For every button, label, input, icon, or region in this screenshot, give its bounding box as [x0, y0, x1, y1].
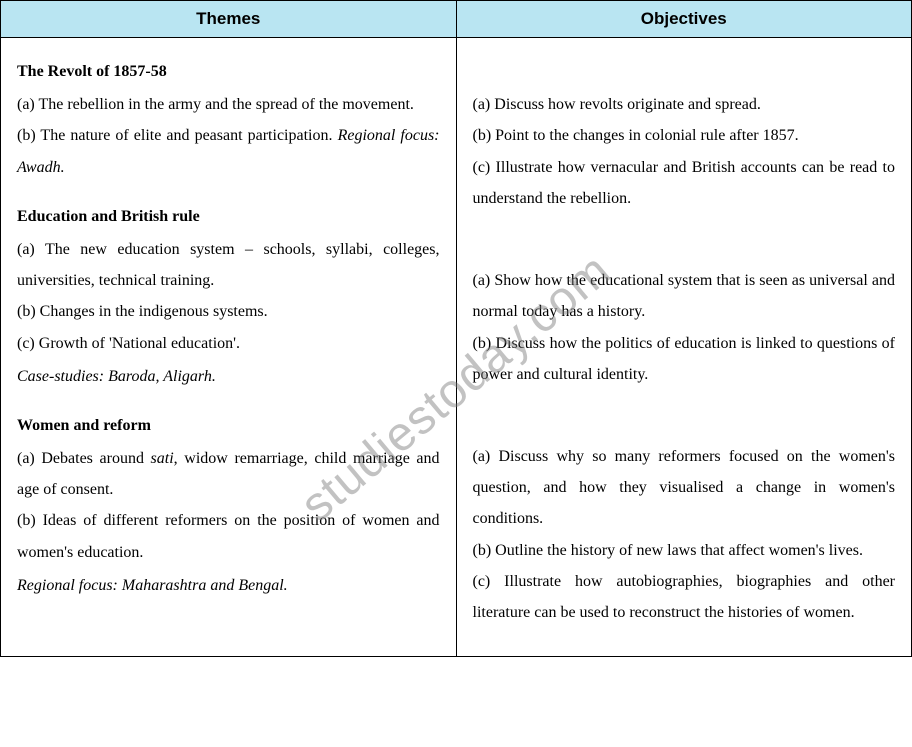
revolt-obj-b: (b) Point to the changes in colonial rul… [473, 120, 896, 151]
education-theme-a: (a) The new education system – schools, … [17, 234, 440, 296]
women-obj-c: (c) Illustrate how autobiographies, biog… [473, 566, 896, 628]
themes-cell: The Revolt of 1857-58 (a) The rebellion … [1, 38, 457, 657]
women-theme-a-italic: sati [151, 450, 174, 467]
women-obj-spacer [473, 408, 896, 439]
revolt-obj-spacer [473, 56, 896, 87]
education-title: Education and British rule [17, 201, 440, 232]
revolt-obj-a: (a) Discuss how revolts originate and sp… [473, 89, 896, 120]
education-obj-b: (b) Discuss how the politics of educatio… [473, 328, 896, 390]
women-obj-a: (a) Discuss why so many reformers focuse… [473, 441, 896, 535]
education-theme-c: (c) Growth of 'National education'. [17, 328, 440, 359]
revolt-obj-c: (c) Illustrate how vernacular and Britis… [473, 152, 896, 214]
header-themes: Themes [1, 1, 457, 38]
section-revolt-objectives: (a) Discuss how revolts originate and sp… [473, 56, 896, 214]
women-theme-a: (a) Debates around sati, widow remarriag… [17, 443, 440, 505]
women-theme-a-pre: (a) Debates around [17, 450, 151, 467]
section-women-themes: Women and reform (a) Debates around sati… [17, 410, 440, 601]
women-title: Women and reform [17, 410, 440, 441]
objectives-cell: (a) Discuss how revolts originate and sp… [456, 38, 912, 657]
education-obj-spacer [473, 232, 896, 263]
syllabus-table: Themes Objectives The Revolt of 1857-58 … [0, 0, 912, 657]
revolt-theme-b-pre: (b) The nature of elite and peasant part… [17, 127, 338, 144]
education-theme-b: (b) Changes in the indigenous systems. [17, 296, 440, 327]
section-education-objectives: (a) Show how the educational system that… [473, 232, 896, 390]
revolt-theme-a: (a) The rebellion in the army and the sp… [17, 89, 440, 120]
header-objectives: Objectives [456, 1, 912, 38]
education-case-study: Case-studies: Baroda, Aligarh. [17, 361, 440, 392]
table-header-row: Themes Objectives [1, 1, 912, 38]
section-education-themes: Education and British rule (a) The new e… [17, 201, 440, 392]
women-case-study: Regional focus: Maharashtra and Bengal. [17, 570, 440, 601]
women-obj-b: (b) Outline the history of new laws that… [473, 535, 896, 566]
section-revolt-themes: The Revolt of 1857-58 (a) The rebellion … [17, 56, 440, 183]
revolt-title: The Revolt of 1857-58 [17, 56, 440, 87]
table-content-row: The Revolt of 1857-58 (a) The rebellion … [1, 38, 912, 657]
revolt-theme-b: (b) The nature of elite and peasant part… [17, 120, 440, 182]
section-women-objectives: (a) Discuss why so many reformers focuse… [473, 408, 896, 628]
education-obj-a: (a) Show how the educational system that… [473, 265, 896, 327]
women-theme-b: (b) Ideas of different reformers on the … [17, 505, 440, 567]
